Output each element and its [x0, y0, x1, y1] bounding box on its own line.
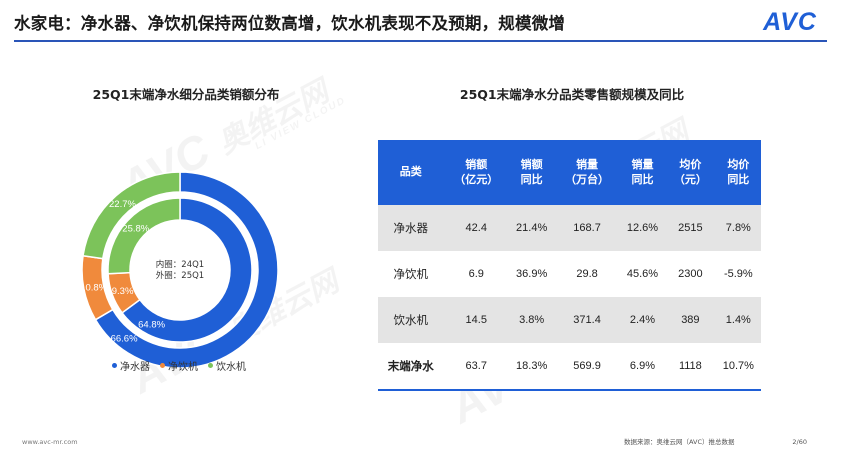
donut-chart-title: 25Q1末端净水细分品类销额分布 — [92, 87, 280, 102]
legend-item: 净饮机 — [160, 358, 198, 373]
table-header-cell: 品类 — [378, 140, 444, 205]
table-row: 末端净水 63.7 18.3% 569.9 6.9% 1118 10.7% — [378, 343, 761, 391]
table-cell: 42.4 — [443, 205, 509, 251]
legend-item: 饮水机 — [208, 358, 246, 373]
table-cell: 1.4% — [715, 297, 761, 343]
table-row: 净饮机 6.9 36.9% 29.8 45.6% 2300 -5.9% — [378, 251, 761, 297]
table-cell: 389 — [665, 297, 716, 343]
table-category-cell: 净饮机 — [378, 251, 444, 297]
donut-chart: 64.8% 9.3% 25.8% 66.6% 10.8% 22.7% 内圈：24Q1外圈：2… — [80, 171, 279, 369]
table-cell: 6.9% — [619, 343, 666, 391]
donut-data-label: 9.3% — [112, 286, 134, 297]
page-number: 2/60 — [792, 438, 807, 446]
donut-data-label: 64.8% — [138, 319, 165, 330]
legend-dot — [208, 363, 213, 368]
donut-slice-outer-2 — [82, 171, 181, 260]
table-cell: 45.6% — [619, 251, 666, 297]
legend-item: 净水器 — [112, 358, 150, 373]
table-cell: 63.7 — [443, 343, 509, 391]
donut-data-label: 66.6% — [111, 333, 138, 344]
table-cell: 569.9 — [554, 343, 620, 391]
donut-slice-inner-2 — [107, 197, 181, 275]
table-cell: 18.3% — [509, 343, 555, 391]
legend-dot — [160, 363, 165, 368]
table-cell: 36.9% — [509, 251, 555, 297]
donut-data-label: 22.7% — [109, 199, 136, 210]
footer-website: www.avc-mr.com — [22, 438, 78, 446]
page-title: 水家电：净水器、净饮机保持两位数高增，饮水机表现不及预期，规模微增 — [14, 14, 566, 33]
table-body: 净水器 42.4 21.4% 168.7 12.6% 2515 7.8% 净饮机 6.9 36.9… — [378, 205, 761, 391]
donut-data-label: 10.8% — [80, 282, 107, 293]
table-cell: 2515 — [665, 205, 716, 251]
table-header-cell: 销额 同比 — [509, 140, 555, 205]
donut-data-label: 25.8% — [122, 223, 149, 234]
donut-slice-outer-0 — [94, 171, 279, 369]
table-cell: 10.7% — [715, 343, 761, 391]
footer-source: 数据来源：奥维云网（AVC）推总数据 — [624, 438, 735, 446]
chart-legend: 净水器 净饮机 饮水机 — [112, 358, 246, 373]
table-cell: 29.8 — [554, 251, 620, 297]
donut-center-label: 外圈：25Q1 — [156, 270, 204, 281]
table-cell: -5.9% — [715, 251, 761, 297]
table-category-cell: 末端净水 — [378, 343, 444, 391]
table-cell: 7.8% — [715, 205, 761, 251]
table-cell: 14.5 — [443, 297, 509, 343]
table-cell: 371.4 — [554, 297, 620, 343]
table-header-row: 品类 销额 （亿元） 销额 同比 销量 （万台） 销量 同比 均价 （元） 均价 同比 — [378, 140, 761, 205]
legend-label: 净饮机 — [168, 362, 198, 373]
donut-center-label: 内圈：24Q1 — [156, 259, 204, 270]
retail-table: 品类 销额 （亿元） 销额 同比 销量 （万台） 销量 同比 均价 （元） 均价 同比 净水器 42.4 2… — [378, 140, 761, 391]
table-category-cell: 饮水机 — [378, 297, 444, 343]
legend-dot — [112, 363, 117, 368]
table-header-cell: 销量 （万台） — [554, 140, 620, 205]
header-divider — [14, 40, 827, 42]
table-cell: 12.6% — [619, 205, 666, 251]
table-cell: 2300 — [665, 251, 716, 297]
donut-slice-inner-0 — [121, 197, 253, 343]
legend-label: 净水器 — [120, 362, 150, 373]
table-row: 净水器 42.4 21.4% 168.7 12.6% 2515 7.8% — [378, 205, 761, 251]
table-cell: 168.7 — [554, 205, 620, 251]
table-cell: 3.8% — [509, 297, 555, 343]
table-row: 饮水机 14.5 3.8% 371.4 2.4% 389 1.4% — [378, 297, 761, 343]
table-cell: 1118 — [665, 343, 716, 391]
watermark-en: LI VIEW CLOUD — [253, 95, 348, 152]
table-header-cell: 销额 （亿元） — [443, 140, 509, 205]
table-cell: 6.9 — [443, 251, 509, 297]
table-title: 25Q1末端净水分品类零售额规模及同比 — [459, 87, 685, 102]
table-category-cell: 净水器 — [378, 205, 444, 251]
table-header-cell: 均价 同比 — [715, 140, 761, 205]
table-header-cell: 均价 （元） — [665, 140, 716, 205]
avc-logo: AVC — [763, 8, 817, 36]
table-header-cell: 销量 同比 — [619, 140, 666, 205]
table-cell: 21.4% — [509, 205, 555, 251]
legend-label: 饮水机 — [216, 362, 246, 373]
table-cell: 2.4% — [619, 297, 666, 343]
